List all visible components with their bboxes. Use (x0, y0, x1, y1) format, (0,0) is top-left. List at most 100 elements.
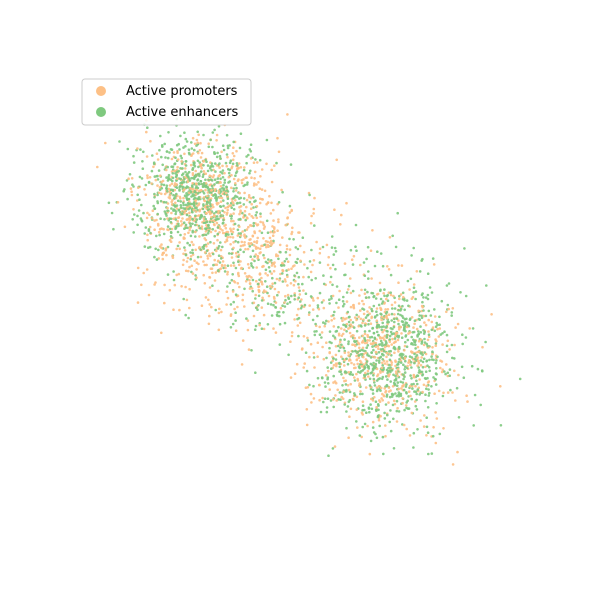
point-active-enhancers (250, 262, 253, 265)
point-active-promoters (165, 253, 168, 257)
point-active-promoters (123, 225, 127, 229)
point-active-promoters (337, 306, 340, 309)
point-active-enhancers (368, 377, 372, 381)
point-active-enhancers (165, 176, 168, 179)
point-active-enhancers (425, 387, 428, 391)
point-active-enhancers (415, 354, 419, 357)
point-active-promoters (355, 408, 359, 411)
point-active-enhancers (372, 295, 375, 299)
point-active-enhancers (174, 227, 177, 231)
point-active-promoters (224, 191, 228, 195)
point-active-enhancers (299, 300, 302, 303)
point-active-enhancers (380, 341, 384, 345)
point-active-promoters (165, 168, 168, 172)
point-active-promoters (290, 267, 293, 271)
point-active-enhancers (226, 264, 230, 268)
point-active-enhancers (256, 282, 260, 286)
point-active-promoters (417, 361, 421, 365)
point-active-enhancers (234, 311, 237, 315)
point-active-enhancers (242, 203, 246, 206)
point-active-enhancers (381, 358, 385, 361)
point-active-promoters (136, 147, 139, 150)
point-active-enhancers (377, 303, 381, 307)
point-active-enhancers (171, 176, 175, 180)
point-active-enhancers (176, 199, 180, 203)
point-active-promoters (365, 341, 369, 345)
point-active-enhancers (194, 235, 197, 238)
point-active-promoters (218, 196, 222, 200)
point-active-promoters (352, 306, 356, 310)
point-active-enhancers (400, 320, 404, 323)
point-active-promoters (199, 156, 203, 159)
point-active-enhancers (182, 201, 185, 205)
point-active-promoters (251, 258, 254, 261)
point-active-promoters (211, 203, 214, 207)
point-active-enhancers (365, 257, 368, 261)
point-active-enhancers (375, 359, 378, 362)
point-active-enhancers (342, 346, 346, 350)
point-active-enhancers (288, 204, 292, 208)
point-active-enhancers (276, 293, 279, 297)
point-active-promoters (270, 168, 274, 172)
point-active-promoters (456, 450, 459, 454)
point-active-promoters (166, 228, 169, 231)
point-active-enhancers (144, 226, 148, 229)
point-active-enhancers (197, 196, 201, 199)
point-active-enhancers (236, 240, 240, 244)
point-active-enhancers (400, 352, 404, 356)
point-active-promoters (171, 254, 174, 258)
point-active-enhancers (274, 306, 278, 309)
point-active-promoters (309, 221, 313, 225)
point-active-enhancers (426, 344, 429, 348)
point-active-promoters (202, 260, 205, 263)
point-active-enhancers (387, 350, 391, 353)
point-active-enhancers (309, 295, 313, 298)
point-active-enhancers (229, 303, 233, 306)
point-active-promoters (358, 294, 361, 297)
point-active-enhancers (455, 386, 459, 390)
point-active-promoters (322, 299, 325, 302)
point-active-promoters (331, 294, 335, 298)
point-active-enhancers (166, 245, 170, 249)
point-active-promoters (255, 240, 259, 243)
point-active-enhancers (425, 360, 428, 363)
point-active-promoters (200, 304, 204, 308)
point-active-enhancers (330, 246, 334, 249)
point-active-enhancers (384, 340, 388, 343)
point-active-enhancers (410, 383, 413, 386)
point-active-enhancers (251, 266, 255, 269)
point-active-enhancers (377, 351, 381, 354)
point-active-enhancers (284, 250, 288, 254)
point-active-enhancers (155, 234, 158, 238)
point-active-enhancers (342, 302, 346, 306)
point-active-promoters (334, 362, 338, 366)
point-active-promoters (227, 175, 231, 179)
point-active-promoters (379, 307, 383, 311)
point-active-promoters (240, 181, 244, 185)
point-active-promoters (253, 231, 257, 235)
point-active-enhancers (222, 204, 225, 208)
point-active-enhancers (191, 248, 194, 252)
point-active-promoters (376, 373, 380, 376)
point-active-enhancers (388, 358, 392, 362)
point-active-promoters (236, 305, 239, 309)
point-active-enhancers (156, 201, 160, 205)
point-active-enhancers (322, 282, 326, 286)
point-active-enhancers (188, 179, 192, 182)
point-active-promoters (150, 217, 154, 220)
point-active-promoters (286, 275, 289, 279)
point-active-promoters (357, 356, 361, 360)
point-active-promoters (232, 154, 236, 158)
point-active-promoters (238, 225, 241, 228)
point-active-enhancers (167, 131, 170, 134)
point-active-promoters (127, 177, 130, 180)
point-active-enhancers (167, 173, 171, 177)
point-active-enhancers (413, 361, 416, 365)
point-active-enhancers (179, 204, 183, 207)
point-active-enhancers (412, 338, 415, 342)
point-active-promoters (394, 359, 397, 363)
point-active-promoters (439, 366, 442, 370)
point-active-promoters (317, 307, 321, 311)
point-active-promoters (256, 254, 260, 258)
point-active-promoters (340, 355, 343, 359)
